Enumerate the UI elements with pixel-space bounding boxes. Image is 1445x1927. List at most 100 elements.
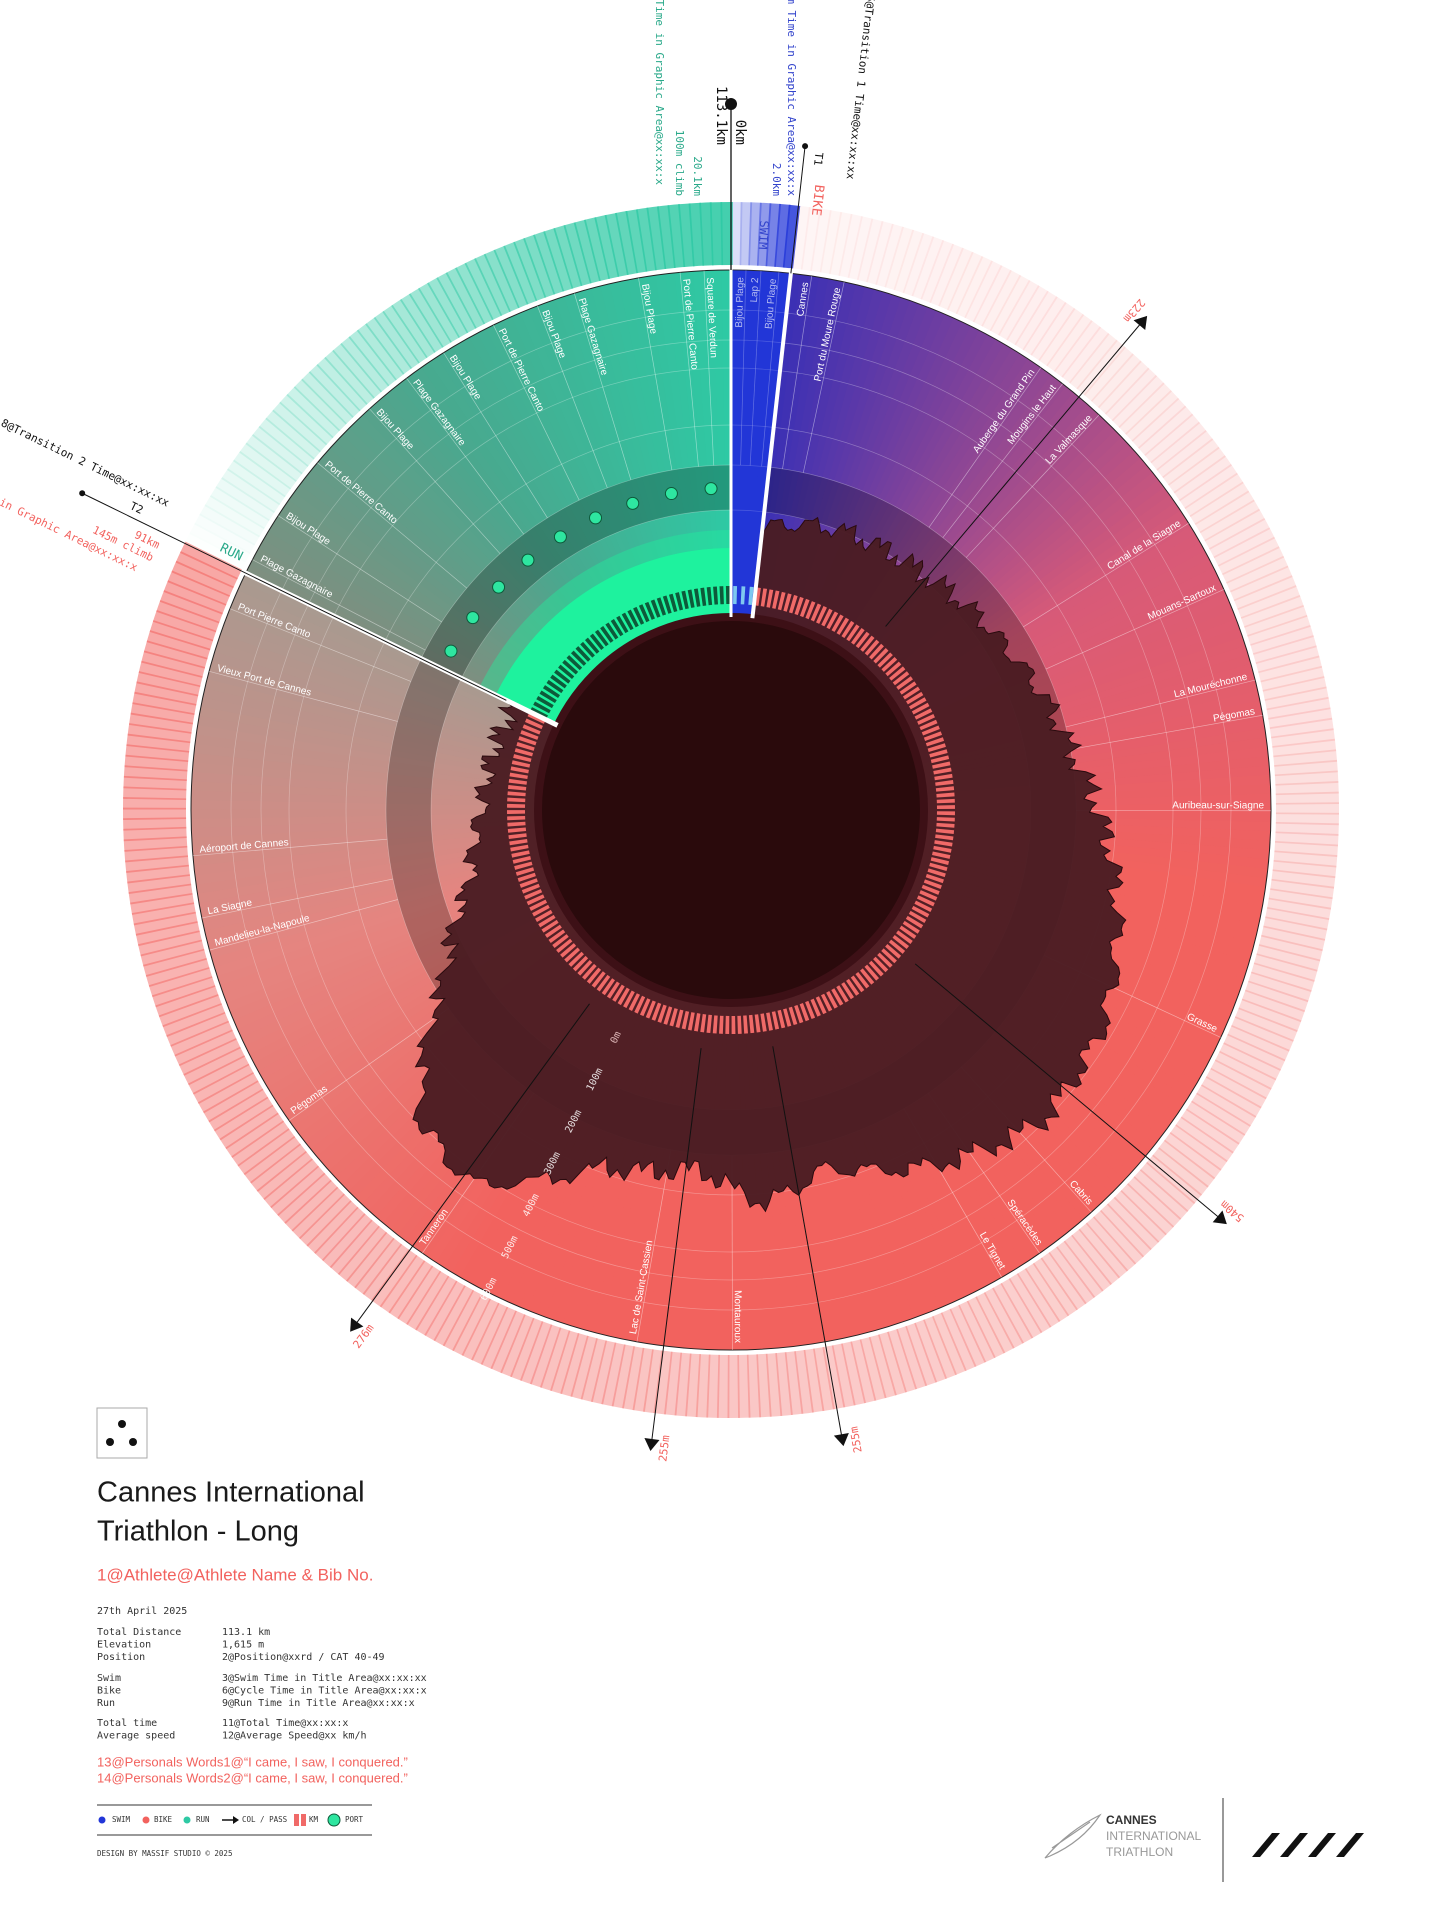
port-marker bbox=[589, 511, 603, 525]
km-square bbox=[627, 609, 639, 628]
km-square bbox=[921, 725, 940, 736]
stat-value: 2@Position@xxrd / CAT 40-49 bbox=[222, 1652, 385, 1663]
outer-ring-step bbox=[433, 1285, 475, 1347]
km-square bbox=[572, 955, 589, 972]
outer-ring-step bbox=[1008, 1273, 1052, 1334]
km-square bbox=[864, 639, 880, 656]
outer-ring-step bbox=[1184, 472, 1244, 517]
km-square bbox=[645, 1000, 656, 1019]
port-marker bbox=[704, 482, 718, 496]
outer-ring-step bbox=[306, 1200, 359, 1254]
outer-ring-step bbox=[493, 245, 529, 309]
km-square bbox=[799, 598, 810, 618]
km-square bbox=[554, 669, 571, 684]
outer-ring-step bbox=[1274, 770, 1339, 786]
outer-ring-step bbox=[914, 1319, 948, 1383]
outer-ring-step bbox=[932, 1312, 967, 1376]
outer-ring-step bbox=[397, 1265, 442, 1325]
outer-ring-step bbox=[424, 1280, 466, 1342]
place-separator bbox=[749, 270, 762, 466]
outer-ring-step bbox=[856, 218, 884, 283]
km-square bbox=[899, 925, 917, 939]
start-label: 0km bbox=[732, 120, 748, 145]
km-square bbox=[929, 749, 948, 758]
outer-ring-step bbox=[354, 1237, 403, 1295]
outer-ring-step bbox=[1078, 1222, 1129, 1279]
outer-ring-step bbox=[594, 214, 620, 279]
outer-ring-step bbox=[841, 1341, 866, 1406]
col-label: 255m bbox=[656, 1434, 672, 1462]
course-sector-step bbox=[406, 372, 619, 656]
course-sector-step bbox=[209, 659, 546, 760]
km-square bbox=[855, 972, 870, 989]
km-square bbox=[580, 641, 595, 658]
outer-ring-step bbox=[199, 504, 260, 546]
stat-value: 11@Total Time@xx:xx:x bbox=[222, 1718, 348, 1729]
km-square bbox=[693, 588, 701, 607]
outer-ring-step bbox=[1214, 1050, 1277, 1090]
course-sector-step bbox=[191, 807, 539, 819]
place-separator bbox=[278, 515, 442, 623]
outer-ring-step bbox=[601, 1342, 626, 1407]
outer-ring-step bbox=[784, 1351, 804, 1416]
course-sector-step bbox=[208, 859, 546, 959]
course-sector-step bbox=[693, 270, 722, 618]
course-sector-step bbox=[194, 832, 540, 885]
stat-label: Average speed bbox=[97, 1731, 175, 1742]
place-separator bbox=[965, 414, 1100, 558]
course-sector-step bbox=[609, 281, 692, 622]
km-square bbox=[935, 834, 954, 841]
outer-ring-step bbox=[272, 401, 328, 453]
place-separator bbox=[573, 293, 632, 480]
outer-ring-step bbox=[656, 205, 676, 270]
km-square bbox=[600, 626, 614, 643]
km-square bbox=[831, 988, 844, 1006]
km-square bbox=[638, 604, 650, 623]
outer-ring-step bbox=[1226, 555, 1289, 593]
outer-ring-step bbox=[1231, 1016, 1294, 1052]
km-square bbox=[513, 754, 532, 763]
km-square bbox=[591, 971, 606, 988]
logo-text: TRIATHLON bbox=[1106, 1845, 1173, 1859]
outer-ring-step bbox=[794, 1349, 814, 1414]
km-square bbox=[881, 656, 898, 672]
place-separator bbox=[782, 276, 813, 469]
km-square bbox=[917, 713, 935, 725]
outer-ring-step bbox=[442, 1289, 483, 1352]
km-square bbox=[902, 686, 921, 700]
outer-ring-step bbox=[529, 1324, 562, 1388]
outer-ring-step bbox=[180, 541, 242, 580]
km-square bbox=[508, 833, 527, 840]
outer-ring-step bbox=[225, 1112, 285, 1158]
km-square bbox=[873, 648, 889, 664]
outer-ring-step bbox=[958, 1300, 996, 1363]
km-square bbox=[868, 960, 884, 977]
km-square bbox=[516, 742, 535, 751]
outer-ring-step bbox=[1111, 375, 1165, 428]
outer-ring-step bbox=[1217, 536, 1280, 576]
km-square bbox=[899, 681, 917, 695]
outer-ring-step bbox=[122, 807, 187, 821]
outer-ring-step bbox=[570, 1335, 598, 1400]
outer-ring-step bbox=[130, 702, 195, 725]
outer-ring-step bbox=[1201, 1076, 1262, 1118]
run-inner-ring bbox=[495, 548, 731, 726]
outer-ring-step bbox=[123, 797, 187, 810]
km-square bbox=[927, 743, 946, 752]
legend-arrowhead bbox=[233, 1816, 239, 1824]
t1-line bbox=[790, 146, 806, 274]
outer-ring-step bbox=[1194, 490, 1255, 534]
outer-ring-step bbox=[227, 459, 286, 506]
km-square bbox=[657, 1004, 667, 1023]
outer-ring-step bbox=[445, 267, 486, 329]
swim-name: SWIM bbox=[756, 220, 772, 250]
km-square bbox=[869, 643, 884, 660]
km-square bbox=[524, 718, 543, 730]
outer-ring-step bbox=[1199, 499, 1261, 542]
outer-ring-step bbox=[923, 1315, 957, 1379]
km-square bbox=[725, 1015, 730, 1034]
km-square bbox=[507, 815, 526, 821]
outer-ring-step bbox=[716, 1354, 730, 1418]
place-separator bbox=[802, 281, 845, 473]
logo-mark bbox=[1336, 1845, 1354, 1857]
